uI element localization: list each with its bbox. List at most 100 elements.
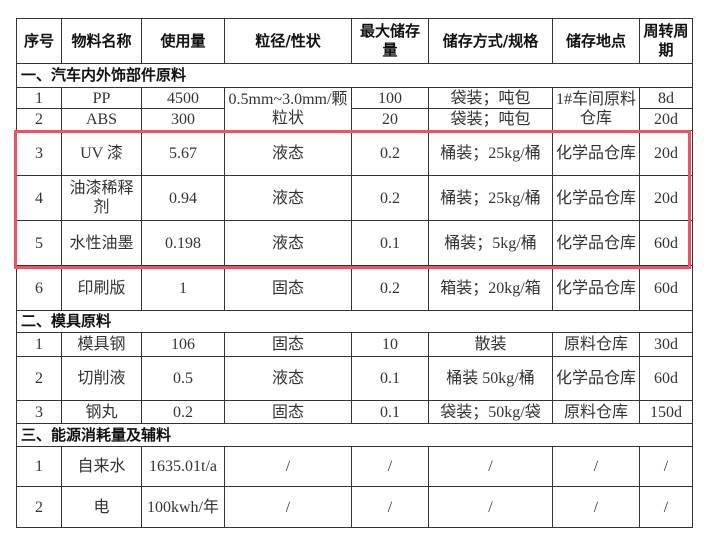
header-state: 粒径/性状 <box>224 18 352 64</box>
cell-state: 固态 <box>224 332 352 357</box>
header-no: 序号 <box>16 18 62 64</box>
cell-cycle: 60d <box>639 265 693 311</box>
table-row: 5 水性油墨 0.198 液态 0.1 桶装；5kg/桶 化学品仓库 60d <box>16 220 693 266</box>
cell-cycle: / <box>639 486 693 528</box>
cell-location: 化学品仓库 <box>552 265 640 311</box>
cell-storage: 桶装；5kg/桶 <box>428 220 553 266</box>
cell-usage: 0.198 <box>141 220 225 266</box>
cell-cycle: 60d <box>639 356 693 401</box>
table-row: 3 UV 漆 5.67 液态 0.2 桶装；25kg/桶 化学品仓库 20d <box>16 130 693 176</box>
cell-max: 100 <box>351 87 429 109</box>
cell-usage: 106 <box>141 332 225 357</box>
cell-name: 切削液 <box>61 356 142 401</box>
cell-state: 固态 <box>224 265 352 311</box>
cell-state: 0.5mm~3.0mm/颗粒状 <box>224 87 352 131</box>
cell-max: 10 <box>351 332 429 357</box>
cell-cycle: 20d <box>639 108 693 131</box>
cell-storage: 袋装；吨包 <box>428 108 553 131</box>
header-name: 物料名称 <box>61 18 142 64</box>
cell-no: 3 <box>16 130 62 176</box>
cell-state: 液态 <box>224 130 352 176</box>
cell-name: UV 漆 <box>61 130 142 176</box>
cell-no: 1 <box>16 87 62 109</box>
cell-no: 2 <box>16 356 62 401</box>
header-location: 储存地点 <box>552 18 640 64</box>
cell-max: 20 <box>351 108 429 131</box>
table-row: 1 自来水 1635.01t/a / / / / / <box>16 446 693 487</box>
cell-no: 3 <box>16 400 62 424</box>
cell-max: 0.1 <box>351 356 429 401</box>
cell-cycle: 20d <box>639 130 693 176</box>
header-row: 序号 物料名称 使用量 粒径/性状 最大储存量 储存方式/规格 储存地点 周转周… <box>16 18 693 64</box>
cell-state: 液态 <box>224 175 352 221</box>
cell-usage: 1 <box>141 265 225 311</box>
cell-location: 1#车间原料仓库 <box>552 87 640 131</box>
materials-table: 序号 物料名称 使用量 粒径/性状 最大储存量 储存方式/规格 储存地点 周转周… <box>16 18 693 528</box>
cell-max: 0.1 <box>351 220 429 266</box>
cell-storage: 桶装 50kg/桶 <box>428 356 553 401</box>
cell-storage: 袋装；吨包 <box>428 87 553 109</box>
cell-storage: 桶装；25kg/桶 <box>428 130 553 176</box>
cell-storage: 袋装；50kg/袋 <box>428 400 553 424</box>
table-row: 1 模具钢 106 固态 10 散装 原料仓库 30d <box>16 332 693 357</box>
cell-name: 模具钢 <box>61 332 142 357</box>
cell-usage: 5.67 <box>141 130 225 176</box>
cell-cycle: 150d <box>639 400 693 424</box>
cell-location: 原料仓库 <box>552 332 640 357</box>
table-row: 6 印刷版 1 固态 0.2 箱装；20kg/箱 化学品仓库 60d <box>16 265 693 311</box>
cell-name: 钢丸 <box>61 400 142 424</box>
cell-location: 化学品仓库 <box>552 175 640 221</box>
cell-usage: 0.5 <box>141 356 225 401</box>
cell-max: 0.2 <box>351 175 429 221</box>
cell-name: 自来水 <box>61 446 142 487</box>
cell-state: 固态 <box>224 400 352 424</box>
cell-location: 化学品仓库 <box>552 130 640 176</box>
header-max: 最大储存量 <box>351 18 429 64</box>
cell-location: 原料仓库 <box>552 400 640 424</box>
cell-state: 液态 <box>224 220 352 266</box>
cell-cycle: 20d <box>639 175 693 221</box>
cell-name: ABS <box>61 108 142 131</box>
cell-no: 2 <box>16 486 62 528</box>
cell-name: PP <box>61 87 142 109</box>
cell-max: / <box>351 446 429 487</box>
cell-location: / <box>552 486 640 528</box>
cell-storage: / <box>428 486 553 528</box>
cell-storage: / <box>428 446 553 487</box>
table-row: 4 油漆稀释剂 0.94 液态 0.2 桶装；25kg/桶 化学品仓库 20d <box>16 175 693 221</box>
cell-usage: 0.2 <box>141 400 225 424</box>
cell-name: 电 <box>61 486 142 528</box>
cell-location: 化学品仓库 <box>552 356 640 401</box>
section-title: 一、汽车内外饰部件原料 <box>16 63 693 88</box>
table-row: 2 切削液 0.5 液态 0.1 桶装 50kg/桶 化学品仓库 60d <box>16 356 693 401</box>
table-row: 2 电 100kwh/年 / / / / / <box>16 486 693 528</box>
cell-no: 2 <box>16 108 62 131</box>
cell-name: 水性油墨 <box>61 220 142 266</box>
cell-storage: 箱装；20kg/箱 <box>428 265 553 311</box>
cell-usage: 1635.01t/a <box>141 446 225 487</box>
cell-state: / <box>224 486 352 528</box>
cell-max: 0.1 <box>351 400 429 424</box>
cell-max: / <box>351 486 429 528</box>
cell-state: 液态 <box>224 356 352 401</box>
cell-storage: 散装 <box>428 332 553 357</box>
cell-name: 印刷版 <box>61 265 142 311</box>
cell-cycle: 30d <box>639 332 693 357</box>
section-title: 三、能源消耗量及辅料 <box>16 423 693 447</box>
cell-no: 6 <box>16 265 62 311</box>
cell-usage: 4500 <box>141 87 225 109</box>
cell-location: / <box>552 446 640 487</box>
cell-storage: 桶装；25kg/桶 <box>428 175 553 221</box>
header-storage: 储存方式/规格 <box>428 18 553 64</box>
cell-cycle: / <box>639 446 693 487</box>
section-title: 二、模具原料 <box>16 310 693 333</box>
table-row: 3 钢丸 0.2 固态 0.1 袋装；50kg/袋 原料仓库 150d <box>16 400 693 424</box>
cell-usage: 300 <box>141 108 225 131</box>
cell-cycle: 60d <box>639 220 693 266</box>
header-usage: 使用量 <box>141 18 225 64</box>
cell-location: 化学品仓库 <box>552 220 640 266</box>
cell-no: 5 <box>16 220 62 266</box>
header-cycle: 周转周期 <box>639 18 693 64</box>
cell-no: 1 <box>16 332 62 357</box>
cell-max: 0.2 <box>351 130 429 176</box>
